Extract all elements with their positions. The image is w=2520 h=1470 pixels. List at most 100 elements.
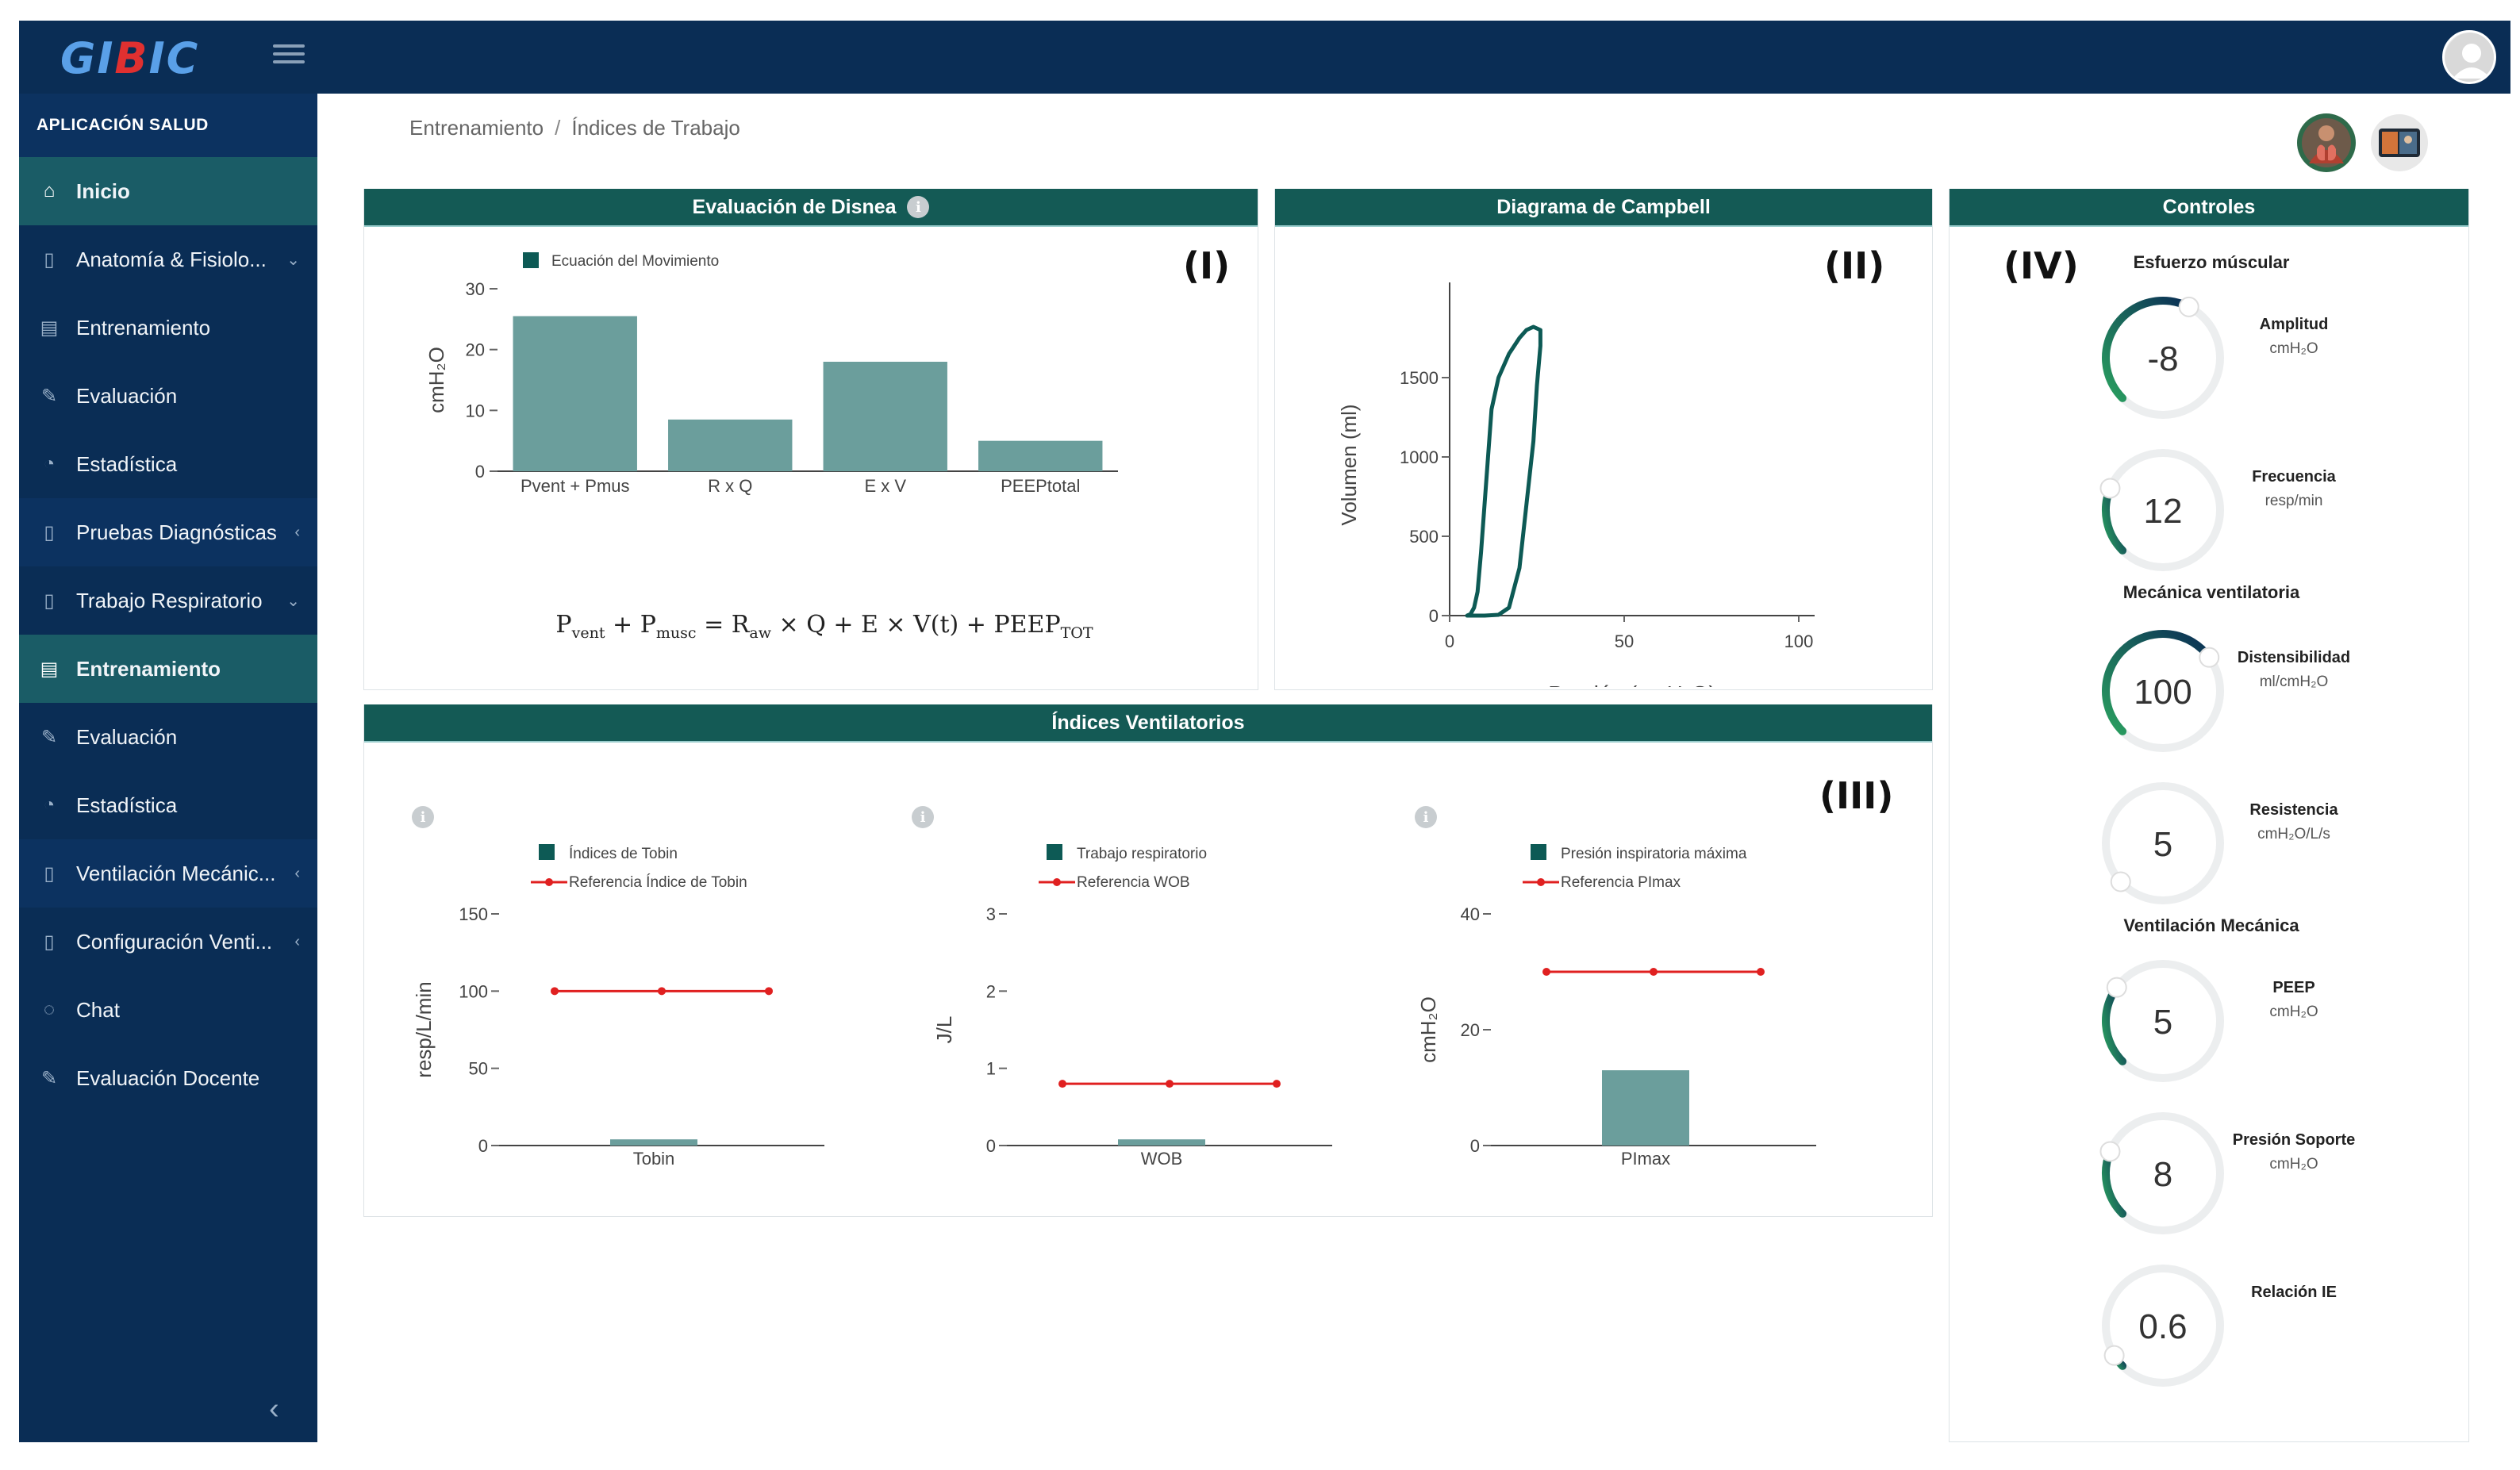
- knob-dial[interactable]: 5: [2096, 776, 2230, 911]
- sidebar-item[interactable]: ◔ Estadística: [19, 430, 317, 498]
- bar: [1118, 1139, 1205, 1146]
- knob-dial[interactable]: 100: [2096, 624, 2230, 758]
- dial-label-text: Amplitud: [2259, 316, 2329, 333]
- sidebar-item-label: Pruebas Diagnósticas: [76, 520, 277, 544]
- dial-frecuencia[interactable]: 12: [2096, 443, 2224, 571]
- sidebar-item-label: Evaluación: [76, 383, 178, 408]
- chevron-icon[interactable]: ‹: [294, 864, 300, 882]
- y-tick-label: 3: [986, 904, 996, 924]
- sidebar-item[interactable]: ▯ Trabajo Respiratorio ⌄: [19, 566, 317, 635]
- video-thumbnail-button[interactable]: [2369, 113, 2430, 173]
- x-tick-label: Tobin: [633, 1149, 675, 1169]
- section-esfuerzo-muscular: Esfuerzo múscular: [2133, 252, 2290, 272]
- y-tick-label: 2: [986, 981, 996, 1001]
- dial-unit: resp/min: [2265, 493, 2323, 509]
- y-tick-label: 1000: [1400, 447, 1439, 467]
- breadcrumb-separator: /: [555, 116, 561, 140]
- sidebar-item[interactable]: ▯ Pruebas Diagnósticas ‹: [19, 498, 317, 566]
- x-tick-label: WOB: [1141, 1149, 1183, 1169]
- user-avatar[interactable]: [2442, 30, 2496, 84]
- book-icon: ▯: [44, 248, 55, 271]
- sidebar-item-label: Trabajo Respiratorio: [76, 588, 263, 612]
- knob-dial[interactable]: 0.6: [2096, 1258, 2230, 1393]
- dial-unit: cmH₂O: [2269, 1156, 2318, 1173]
- dial-presion-soporte[interactable]: 8: [2096, 1106, 2224, 1234]
- campbell-diagram-chart: 050100050010001500Presión (cmH₂O)Volumen…: [1337, 282, 1815, 687]
- dial-value: 12: [2144, 492, 2183, 531]
- section-ventilacion-mecanica: Ventilación Mecánica: [2123, 915, 2299, 935]
- dial-handle[interactable]: [2199, 647, 2220, 668]
- y-axis-label: resp/L/min: [412, 981, 436, 1077]
- dial-label: Distensibilidad ml/cmH₂O: [2230, 649, 2357, 691]
- dial-handle[interactable]: [2178, 296, 2199, 317]
- knob-dial[interactable]: 12: [2096, 443, 2230, 578]
- dial-handle[interactable]: [2099, 1141, 2121, 1162]
- info-icon-wob[interactable]: i: [912, 806, 934, 828]
- legend-label: Referencia PImax: [1561, 874, 1681, 891]
- sidebar-item[interactable]: ▯ Anatomía & Fisiolo... ⌄: [19, 225, 317, 294]
- collapse-sidebar-icon[interactable]: ‹: [269, 1392, 279, 1426]
- dial-arc: [2102, 630, 2214, 735]
- knob-dial[interactable]: -8: [2096, 290, 2230, 425]
- sidebar-item[interactable]: ◌ Chat: [19, 976, 317, 1044]
- dial-handle[interactable]: [2099, 478, 2121, 499]
- book-icon: ▯: [44, 521, 55, 543]
- sidebar: APLICACIÓN SALUD ⌂ Inicio ▯ Anatomía & Fisi…: [19, 94, 317, 1442]
- dial-label-text: Presión Soporte: [2232, 1131, 2356, 1149]
- info-icon-tobin[interactable]: i: [412, 806, 434, 828]
- sidebar-item[interactable]: ▯ Configuración Venti... ‹: [19, 908, 317, 976]
- sidebar-item[interactable]: ✎ Evaluación: [19, 362, 317, 430]
- chat-icon: ◌: [43, 999, 56, 1020]
- reference-marker: [1542, 968, 1550, 976]
- chevron-icon[interactable]: ‹: [294, 932, 300, 950]
- sidebar-item[interactable]: ⌂ Inicio: [19, 157, 317, 225]
- y-tick-label: 500: [1409, 527, 1439, 547]
- dial-resistencia[interactable]: 5: [2096, 776, 2224, 904]
- dial-amplitud[interactable]: -8: [2096, 290, 2224, 419]
- x-tick-label: 100: [1784, 631, 1814, 651]
- card-title: Diagrama de Campbell: [1496, 195, 1711, 218]
- sidebar-item[interactable]: ▤ Entrenamiento: [19, 294, 317, 362]
- open-book-icon: ▤: [40, 317, 59, 339]
- legend-marker: [1053, 878, 1061, 886]
- dial-label: Relación IE: [2230, 1284, 2357, 1302]
- dial-peep[interactable]: 5: [2096, 954, 2224, 1082]
- breadcrumb-parent[interactable]: Entrenamiento: [409, 116, 544, 140]
- chevron-icon[interactable]: ‹: [294, 523, 300, 541]
- breadcrumb: Entrenamiento / Índices de Trabajo: [409, 116, 740, 140]
- dial-label-text: PEEP: [2272, 979, 2315, 996]
- panel-label: (IV): [2003, 244, 2079, 287]
- info-icon-pimax[interactable]: i: [1415, 806, 1437, 828]
- chevron-icon[interactable]: ⌄: [286, 251, 300, 269]
- legend-label: Ecuación del Movimiento: [551, 253, 719, 270]
- hamburger-menu-icon[interactable]: [273, 40, 305, 71]
- panel-label: (III): [1819, 774, 1894, 817]
- knob-dial[interactable]: 8: [2096, 1106, 2230, 1241]
- sidebar-item[interactable]: ▤ Entrenamiento: [19, 635, 317, 703]
- x-tick-label: 50: [1615, 631, 1634, 651]
- legend-label: Índices de Tobin: [569, 846, 678, 862]
- dial-handle[interactable]: [2103, 1345, 2125, 1366]
- sidebar-item[interactable]: ✎ Evaluación Docente: [19, 1044, 317, 1112]
- app-logo[interactable]: GIBIC: [60, 33, 200, 83]
- sidebar-item[interactable]: ▯ Ventilación Mecánic... ‹: [19, 839, 317, 908]
- sidebar-item-label: Inicio: [76, 178, 130, 203]
- dial-handle[interactable]: [2106, 977, 2127, 998]
- chevron-icon[interactable]: ⌄: [286, 592, 300, 610]
- sidebar-item[interactable]: ◔ Estadística: [19, 771, 317, 839]
- dial-relacion-ie[interactable]: 0.6: [2096, 1258, 2224, 1387]
- panel-label: (II): [1824, 244, 1885, 287]
- dial-handle[interactable]: [2110, 871, 2131, 892]
- dial-label: Frecuencia resp/min: [2230, 468, 2357, 510]
- dial-unit: cmH₂O: [2269, 340, 2318, 357]
- y-tick-label: 150: [459, 904, 488, 924]
- sidebar-item[interactable]: ✎ Evaluación: [19, 703, 317, 771]
- knob-dial[interactable]: 5: [2096, 954, 2230, 1088]
- book-icon: ▯: [44, 589, 55, 612]
- lungs-thumbnail-button[interactable]: [2296, 113, 2357, 173]
- open-book-icon: ▤: [40, 658, 59, 680]
- tobin-index-chart: Índices de Tobin Referencia Índice de Tob…: [412, 844, 824, 1169]
- info-icon[interactable]: i: [907, 196, 930, 218]
- lungs-anatomy-icon: [2297, 113, 2356, 172]
- dial-distensibilidad[interactable]: 100: [2096, 624, 2224, 752]
